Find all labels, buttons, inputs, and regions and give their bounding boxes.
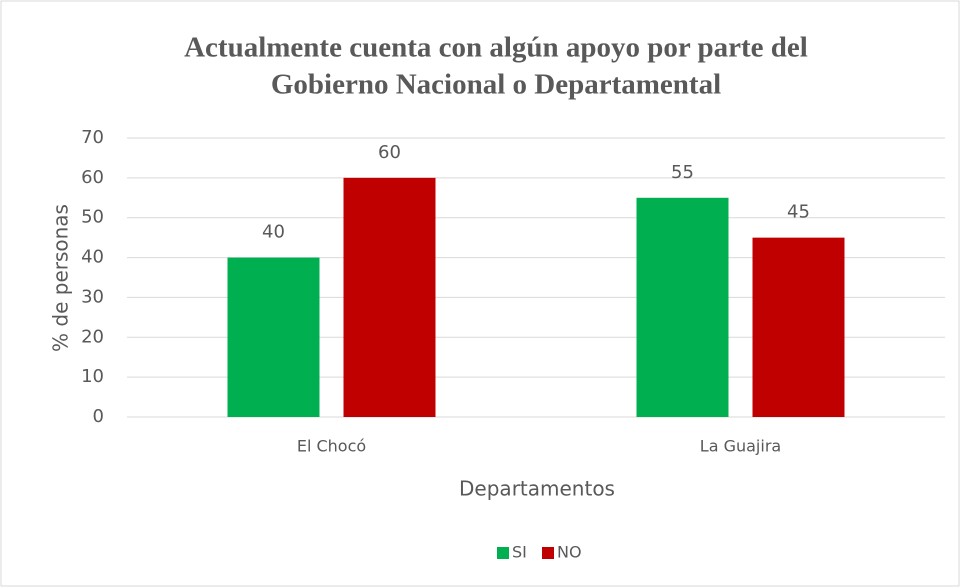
- bar: [227, 257, 320, 417]
- y-tick-label: 0: [93, 406, 104, 427]
- bar: [636, 197, 729, 417]
- x-axis-label: Departamentos: [459, 477, 615, 501]
- y-tick-label: 70: [81, 127, 104, 148]
- y-axis-label: % de personas: [49, 204, 73, 352]
- y-tick-label: 60: [81, 167, 104, 188]
- data-label: 60: [378, 142, 401, 163]
- y-tick-label: 30: [81, 286, 104, 307]
- bar: [343, 177, 436, 417]
- chart-title: Gobierno Nacional o Departamental: [271, 69, 721, 101]
- legend-label: SI: [512, 543, 527, 562]
- data-label: 45: [787, 202, 810, 223]
- bar: [752, 237, 845, 417]
- x-tick-label: La Guajira: [700, 437, 781, 456]
- legend-swatch: [497, 547, 509, 559]
- y-tick-label: 20: [81, 326, 104, 347]
- legend-label: NO: [557, 543, 582, 562]
- y-tick-label: 10: [81, 366, 104, 387]
- y-tick-label: 50: [81, 207, 104, 228]
- x-tick-label: El Chocó: [297, 437, 366, 456]
- data-label: 40: [262, 222, 285, 243]
- y-tick-label: 40: [81, 247, 104, 268]
- legend-swatch: [542, 547, 554, 559]
- chart-title: Actualmente cuenta con algún apoyo por p…: [184, 32, 808, 64]
- data-label: 55: [671, 162, 694, 183]
